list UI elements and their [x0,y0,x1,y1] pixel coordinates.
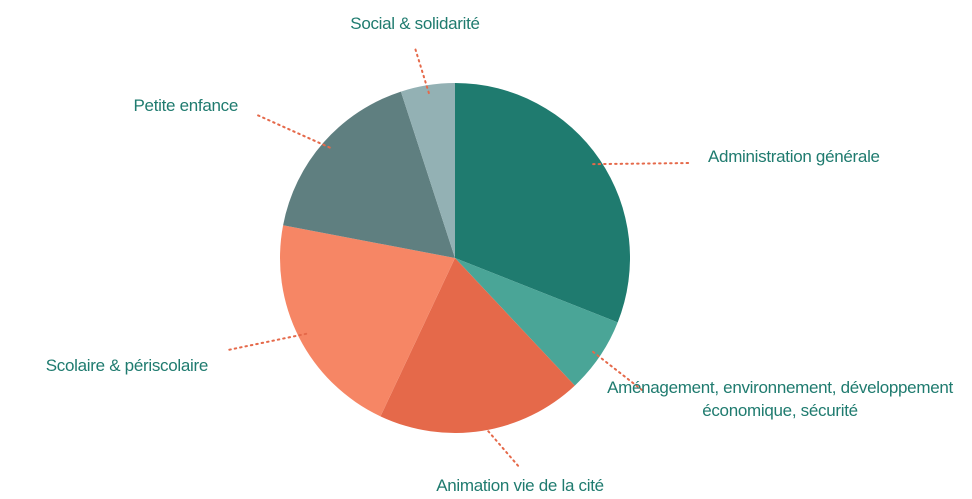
leader-line [592,162,693,166]
pie-slice [455,258,618,386]
pie-slice [280,225,455,417]
pie-slice [400,83,455,258]
leader-line [480,421,521,469]
pie-slice [455,83,630,323]
slice-label: Scolaire & périscolaire [45,356,209,375]
pie-slice [380,258,575,433]
slice-label: Administration générale [708,147,880,166]
leader-line [414,47,430,95]
leader-line [592,350,643,391]
slice-label: Animation vie de la cité [436,476,604,495]
slice-label: Aménagement, environnement, développemen… [607,378,953,420]
slice-label: Social & solidarité [350,14,480,33]
pie-slice [283,91,455,258]
slice-label: Petite enfance [133,96,239,115]
leader-line [227,332,308,351]
leader-line [254,113,331,149]
